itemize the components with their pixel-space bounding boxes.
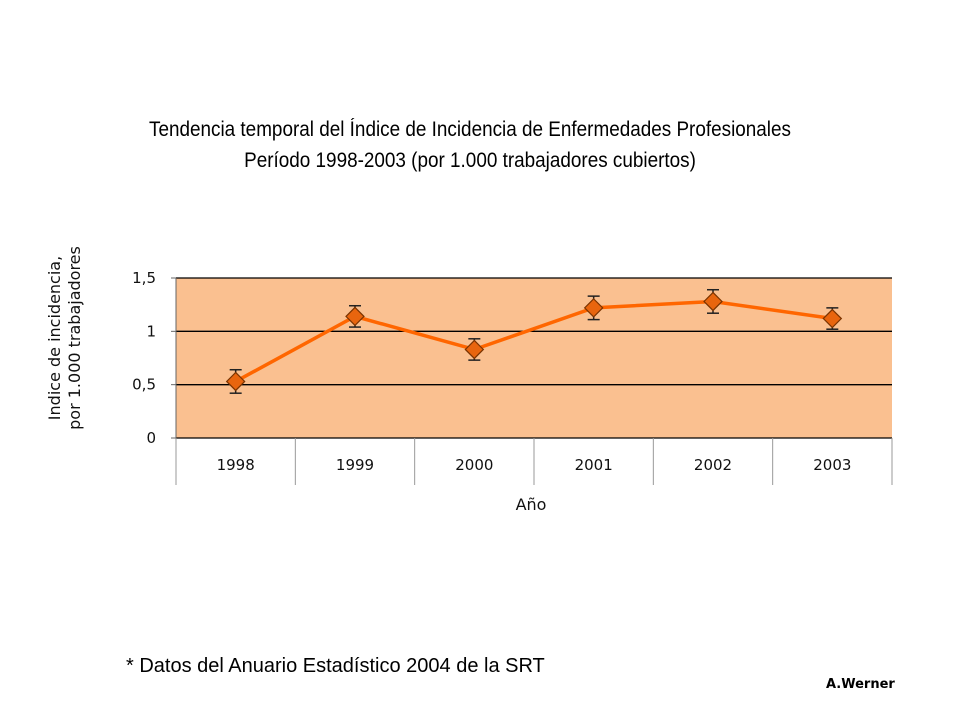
- data-point: [583, 298, 604, 318]
- x-tick-label: 2000: [455, 456, 493, 474]
- author-credit: A.Werner: [826, 677, 895, 692]
- y-tick-label: 0,5: [132, 376, 156, 394]
- y-tick-label: 0: [146, 429, 156, 447]
- chart-subtitle: Período 1998-2003 (por 1.000 trabajadore…: [244, 149, 696, 172]
- chart-title: Tendencia temporal del Índice de Inciden…: [149, 118, 791, 141]
- x-axis-cells: [175, 438, 893, 485]
- data-point: [345, 306, 365, 327]
- x-axis-label: Año: [516, 495, 547, 514]
- x-tick-label: 1998: [217, 456, 255, 474]
- y-axis: 0 0,5 1 1,5: [132, 269, 177, 447]
- x-tick-label: 2001: [575, 456, 613, 474]
- data-point: [464, 339, 485, 360]
- x-tick-label: 1999: [336, 456, 374, 474]
- plot-area: [176, 278, 892, 438]
- data-point: [703, 291, 723, 312]
- data-point: [225, 371, 246, 392]
- x-tick-labels: 1998 1999 2000 2001 2002 2003: [217, 456, 852, 474]
- data-markers: [225, 291, 843, 392]
- source-footnote: * Datos del Anuario Estadístico 2004 de …: [126, 655, 545, 677]
- y-tick-label: 1: [146, 322, 156, 340]
- x-tick-label: 2003: [813, 456, 851, 474]
- data-point: [822, 308, 843, 329]
- x-tick-label: 2002: [694, 456, 732, 474]
- y-axis-label: Indice de incidencia, por 1.000 trabajad…: [45, 246, 84, 430]
- series-line: [234, 299, 833, 384]
- y-tick-label: 1,5: [132, 269, 156, 287]
- y-axis-label-line1: Indice de incidencia,: [45, 256, 64, 420]
- y-axis-label-line2: por 1.000 trabajadores: [65, 246, 84, 430]
